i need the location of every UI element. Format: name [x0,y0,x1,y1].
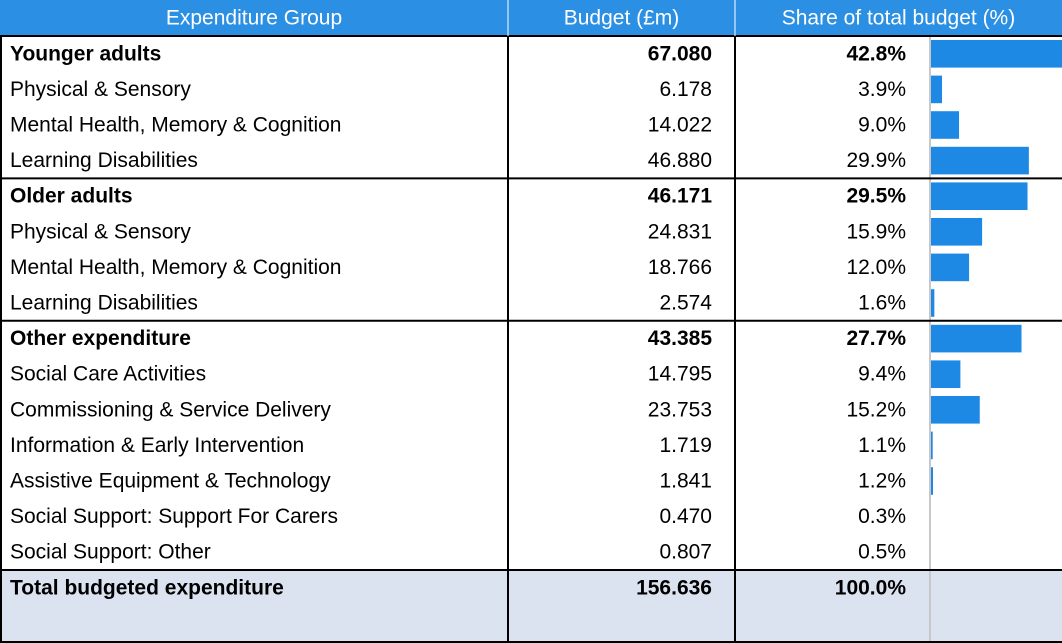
row-budget: 46.171 [648,185,713,208]
share-bar [931,396,980,424]
row-label: Information & Early Intervention [10,434,304,457]
row-share: 1.1% [858,434,906,457]
row-budget: 23.753 [648,398,712,421]
row-share: 15.9% [846,220,906,243]
row-budget: 14.795 [648,363,712,386]
row-share: 1.6% [858,292,906,315]
header-bg [0,0,1062,36]
share-bar [931,146,1029,175]
row-budget: 24.831 [648,220,712,243]
row-budget: 0.807 [659,541,712,564]
bars [931,40,1062,495]
row-budget: 156.636 [636,576,712,599]
row-budget: 1.719 [659,434,712,457]
share-bar [931,467,934,495]
row-share: 15.2% [846,398,906,421]
share-bar [931,218,983,246]
row-budget: 6.178 [659,78,712,101]
share-bar [931,40,1062,68]
share-bar [931,182,1028,210]
row-label: Assistive Equipment & Technology [10,470,331,493]
row-budget: 2.574 [659,292,712,315]
row-budget: 1.841 [659,470,712,493]
row-share: 29.5% [846,185,906,208]
row-label: Commissioning & Service Delivery [10,398,331,421]
row-budget: 43.385 [648,327,713,350]
row-budget: 18.766 [648,256,712,279]
row-budget: 14.022 [648,114,712,137]
row-share: 9.0% [858,114,906,137]
row-share: 29.9% [846,149,906,172]
row-share: 12.0% [846,256,906,279]
header-cell: Budget (£m) [564,7,680,30]
row-share: 0.5% [858,541,906,564]
row-share: 9.4% [858,363,906,386]
row-share: 100.0% [835,576,907,599]
share-bar [931,324,1022,353]
total-bg [0,570,1062,643]
share-bar [931,289,935,317]
row-share: 3.9% [858,78,906,101]
row-label: Physical & Sensory [10,78,191,101]
row-label: Mental Health, Memory & Cognition [10,256,341,279]
share-bar [931,253,970,282]
share-bar [931,75,943,104]
row-label: Total budgeted expenditure [10,576,284,599]
row-share: 0.3% [858,505,906,528]
share-bar [931,111,960,139]
share-bar [931,431,933,460]
share-bar [931,360,961,388]
row-label: Social Support: Other [10,541,211,564]
row-label: Social Support: Support For Carers [10,505,338,528]
row-share: 42.8% [846,42,906,65]
row-label: Social Care Activities [10,363,206,386]
row-label: Physical & Sensory [10,220,191,243]
header-cell: Share of total budget (%) [782,7,1015,30]
row-budget: 67.080 [648,42,712,65]
row-share: 27.7% [846,327,906,350]
row-label: Mental Health, Memory & Cognition [10,114,341,137]
row-label: Learning Disabilities [10,292,198,315]
row-label: Older adults [10,185,133,208]
row-label: Learning Disabilities [10,149,198,172]
row-label: Younger adults [10,42,161,65]
row-budget: 0.470 [659,505,712,528]
row-budget: 46.880 [648,149,712,172]
row-share: 1.2% [858,470,906,493]
row-label: Other expenditure [10,327,191,350]
header-cell: Expenditure Group [166,7,342,30]
